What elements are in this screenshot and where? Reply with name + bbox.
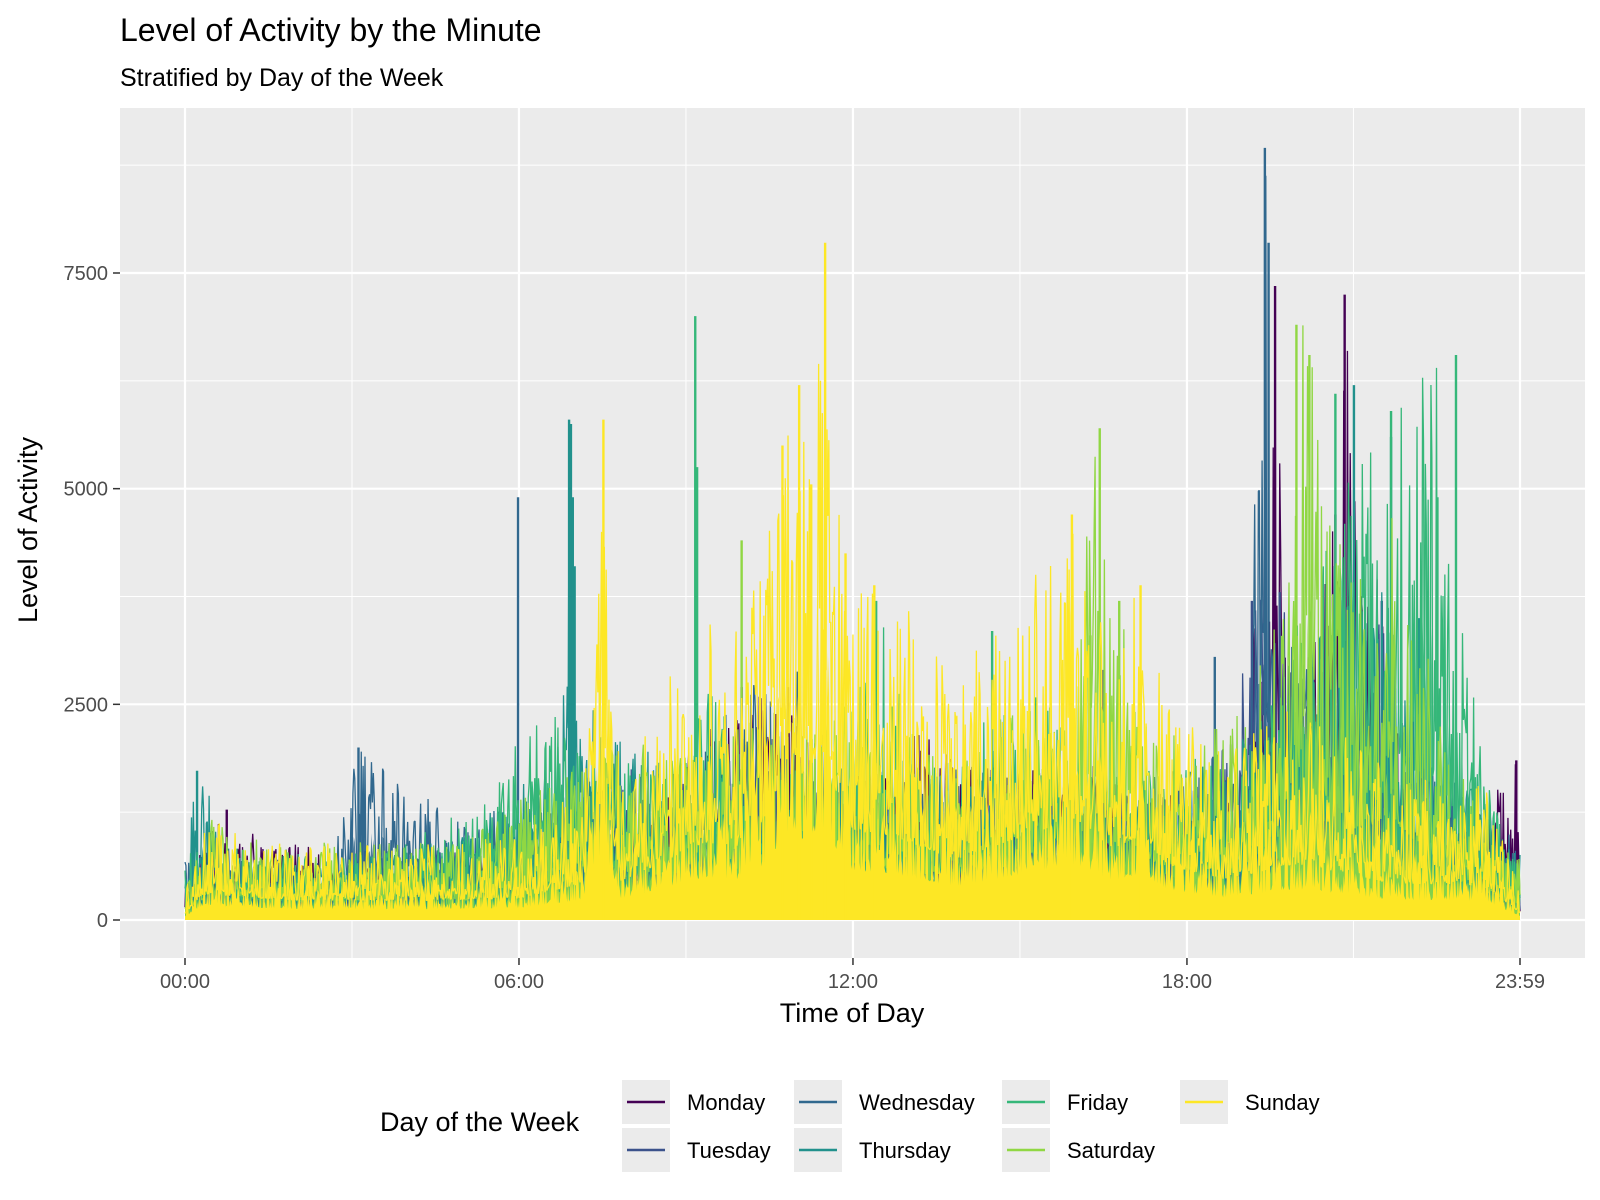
- y-tick-label: 2500: [64, 694, 109, 716]
- legend-label-saturday: Saturday: [1067, 1138, 1155, 1163]
- legend-title: Day of the Week: [380, 1107, 580, 1137]
- legend-label-thursday: Thursday: [859, 1138, 951, 1163]
- series-layer: [184, 147, 1521, 920]
- axis-ticks: 0 2500 5000 7500 00:00 06:00 12:00 18:00 23:59: [64, 263, 1546, 993]
- x-tick-label: 00:00: [160, 971, 210, 993]
- series-line-sunday: [184, 363, 1521, 914]
- y-axis-label: Level of Activity: [13, 436, 43, 623]
- x-tick-label: 18:00: [1162, 971, 1212, 993]
- x-axis-label: Time of Day: [780, 998, 925, 1028]
- chart-subtitle: Stratified by Day of the Week: [120, 64, 444, 92]
- chart-title: Level of Activity by the Minute: [120, 12, 542, 48]
- series-sunday: [184, 242, 1521, 920]
- series-fill-sunday: [185, 614, 1520, 920]
- x-tick-label: 23:59: [1495, 971, 1545, 993]
- y-tick-label: 5000: [64, 479, 109, 501]
- legend: Monday Tuesday Wednesday Thursday Friday Satu…: [622, 1080, 1320, 1172]
- x-tick-label: 12:00: [828, 971, 878, 993]
- x-tick-label: 06:00: [494, 971, 544, 993]
- legend-label-tuesday: Tuesday: [687, 1138, 771, 1163]
- y-tick-label: 7500: [64, 263, 109, 285]
- legend-label-friday: Friday: [1067, 1090, 1128, 1115]
- y-tick-label: 0: [97, 910, 108, 932]
- legend-label-wednesday: Wednesday: [859, 1090, 975, 1115]
- legend-label-sunday: Sunday: [1245, 1090, 1320, 1115]
- legend-label-monday: Monday: [687, 1090, 765, 1115]
